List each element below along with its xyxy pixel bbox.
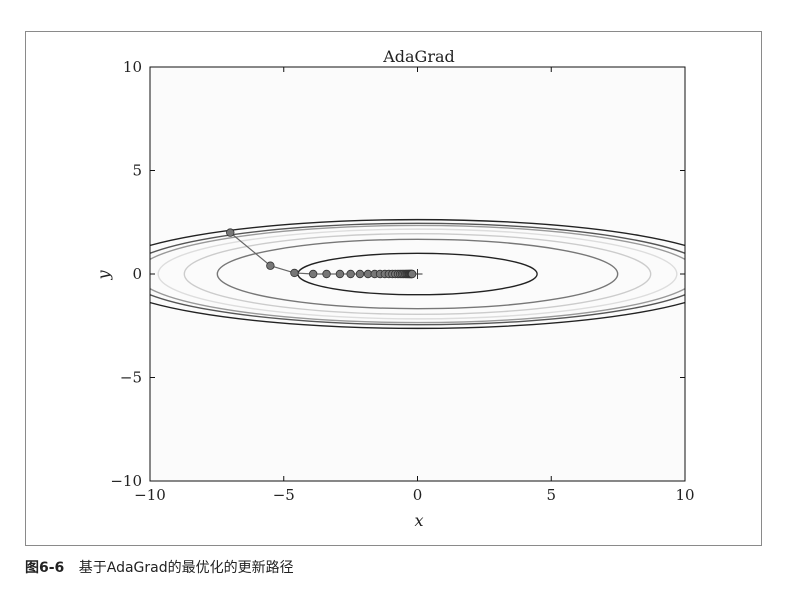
figure-caption-text: 基于AdaGrad的最优化的更新路径	[78, 560, 294, 576]
contour-line-7	[150, 218, 685, 330]
path-point-3	[290, 268, 299, 278]
figure-caption: 图6-6 基于AdaGrad的最优化的更新路径	[25, 557, 294, 577]
x-tick-label-3: 0	[413, 486, 423, 504]
y-tick-label-3: 0	[132, 265, 142, 283]
contour-line-2	[216, 238, 619, 310]
figure-number: 图6-6	[25, 560, 65, 576]
contour-line-6	[150, 222, 685, 326]
contour-line-3	[183, 232, 652, 316]
x-tick-label-1: −10	[134, 486, 166, 504]
path-point-7	[346, 269, 355, 279]
path-point-2	[266, 261, 275, 270]
y-tick-label-1: −10	[110, 472, 142, 490]
contour-lines	[150, 218, 685, 330]
adagrad-contour-chart: −10 −5 0 5 10 −10 −5 0 5 10 AdaGrad x y	[94, 47, 695, 530]
path-point-8	[355, 269, 365, 279]
x-tick-label-5: 10	[675, 486, 694, 504]
x-tick-label-2: −5	[273, 486, 295, 504]
figure-frame: −10 −5 0 5 10 −10 −5 0 5 10 AdaGrad x y	[25, 31, 762, 546]
contour-line-5	[150, 224, 685, 324]
y-axis-label: y	[94, 270, 113, 281]
path-point-1	[226, 228, 235, 237]
path-point-28	[407, 269, 417, 279]
x-axis-label: x	[414, 511, 423, 530]
path-point-5	[322, 269, 331, 279]
y-tick-label-2: −5	[120, 369, 142, 387]
y-tick-label-4: 5	[132, 162, 142, 180]
y-tick-label-5: 10	[123, 58, 142, 76]
chart-title: AdaGrad	[382, 47, 455, 66]
x-tick-label-4: 5	[546, 486, 556, 504]
path-point-4	[308, 269, 318, 279]
path-point-6	[335, 269, 345, 279]
contour-line-4	[157, 228, 678, 320]
